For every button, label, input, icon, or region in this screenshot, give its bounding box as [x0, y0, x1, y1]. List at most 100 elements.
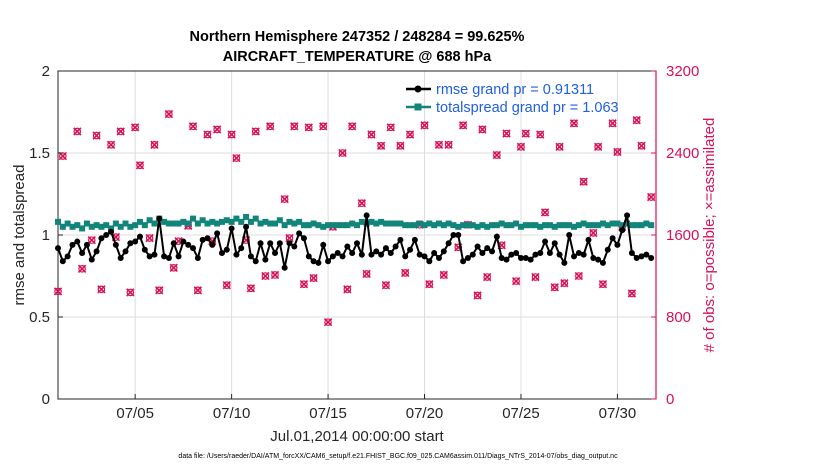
spread-point — [382, 220, 389, 227]
obs-possible-point — [338, 149, 347, 157]
obs-possible-point — [589, 229, 598, 237]
spread-point — [599, 220, 606, 227]
obs-assimilated-point — [560, 279, 569, 288]
spread-point — [112, 220, 119, 227]
spread-point — [218, 218, 225, 225]
spread-point — [614, 220, 621, 227]
rmse-point — [503, 256, 510, 263]
spread-point — [522, 222, 529, 229]
spread-point — [604, 222, 611, 229]
obs-assimilated-point — [540, 208, 550, 217]
spread-point — [194, 220, 201, 227]
spread-point — [648, 222, 655, 229]
spread-point — [228, 218, 235, 225]
rmse-point — [373, 248, 380, 255]
obs-assimilated-point — [227, 130, 236, 139]
spread-point — [407, 222, 414, 229]
rmse-point — [339, 253, 346, 260]
obs-assimilated-point — [632, 116, 641, 125]
rmse-point — [624, 212, 631, 219]
rmse-point — [648, 254, 655, 261]
obs-possible-point — [608, 119, 617, 128]
totalspread-series — [55, 213, 655, 232]
y-axis-label-left: rmse and totalspread — [11, 165, 28, 306]
obs-assimilated-point — [367, 130, 376, 139]
y-tick-label-right: 0 — [666, 391, 674, 408]
rmse-point — [286, 240, 293, 247]
rmse-point — [397, 236, 404, 243]
obs-assimilated-point — [323, 317, 333, 327]
rmse-point — [127, 240, 134, 247]
rmse-point — [117, 254, 124, 261]
rmse-point — [387, 250, 394, 257]
spread-point — [262, 218, 269, 225]
obs-assimilated-point — [164, 109, 174, 119]
spread-point — [474, 223, 481, 230]
obs-possible-point — [54, 287, 62, 296]
x-tick-label: 07/20 — [406, 405, 444, 422]
rmse-point — [267, 240, 274, 247]
rmse-point — [522, 254, 529, 261]
rmse-point — [180, 238, 187, 245]
obs-assimilated-point — [608, 119, 617, 128]
obs-possible-point — [550, 283, 559, 292]
obs-assimilated-point — [521, 129, 530, 138]
obs-possible-point — [97, 285, 106, 294]
rmse-point — [175, 253, 182, 260]
spread-point — [633, 222, 640, 229]
spread-point — [469, 222, 476, 229]
rmse-point — [103, 232, 110, 238]
spread-point — [291, 220, 298, 227]
spread-point — [315, 222, 322, 229]
spread-point — [127, 223, 134, 230]
spread-point — [527, 222, 534, 229]
spread-point — [397, 220, 404, 227]
spread-point — [185, 220, 192, 227]
rmse-series — [55, 212, 655, 271]
obs-assimilated-point — [343, 285, 352, 294]
spread-point — [508, 222, 515, 229]
y-tick-label-right: 800 — [666, 309, 691, 326]
spread-point — [180, 218, 187, 225]
spread-point — [305, 222, 312, 229]
obs-assimilated-point — [511, 276, 521, 286]
y-tick-label-right: 1600 — [666, 227, 699, 244]
rmse-point — [170, 240, 177, 247]
grid — [58, 71, 656, 399]
rmse-point — [334, 250, 341, 257]
obs-possible-point — [145, 234, 154, 242]
rmse-point — [108, 228, 115, 235]
spread-point — [435, 220, 442, 227]
obs-possible-point — [536, 130, 545, 139]
spread-point — [93, 222, 100, 229]
spread-point — [373, 220, 380, 227]
obs-assimilated-point — [381, 281, 391, 290]
obs-assimilated-point — [150, 140, 159, 149]
spread-point — [233, 215, 240, 222]
rmse-point — [426, 258, 433, 265]
obs-possible-point — [382, 281, 390, 290]
rmse-point — [88, 256, 95, 263]
rmse-point — [643, 251, 650, 258]
spread-point — [190, 215, 197, 222]
obs-assimilated-point — [376, 141, 386, 150]
obs-assimilated-point — [531, 272, 540, 282]
spread-point — [272, 220, 279, 227]
rmse-point — [55, 245, 61, 252]
rmse-point — [214, 230, 221, 237]
spread-point — [609, 220, 616, 227]
spread-point — [296, 218, 303, 225]
rmse-point — [590, 254, 597, 261]
obs-assimilated-point — [285, 233, 294, 243]
obs-possible-point — [444, 141, 453, 149]
obs-possible-point — [232, 154, 241, 162]
obs-assimilated-point — [444, 140, 453, 149]
rmse-point — [638, 253, 645, 260]
rmse-point — [161, 253, 168, 260]
obs-possible-point — [594, 143, 602, 151]
obs-assimilated-point — [593, 142, 603, 152]
rmse-point — [344, 243, 351, 250]
obs-possible-point — [478, 125, 487, 134]
spread-point — [238, 218, 245, 225]
spread-point — [349, 220, 356, 227]
